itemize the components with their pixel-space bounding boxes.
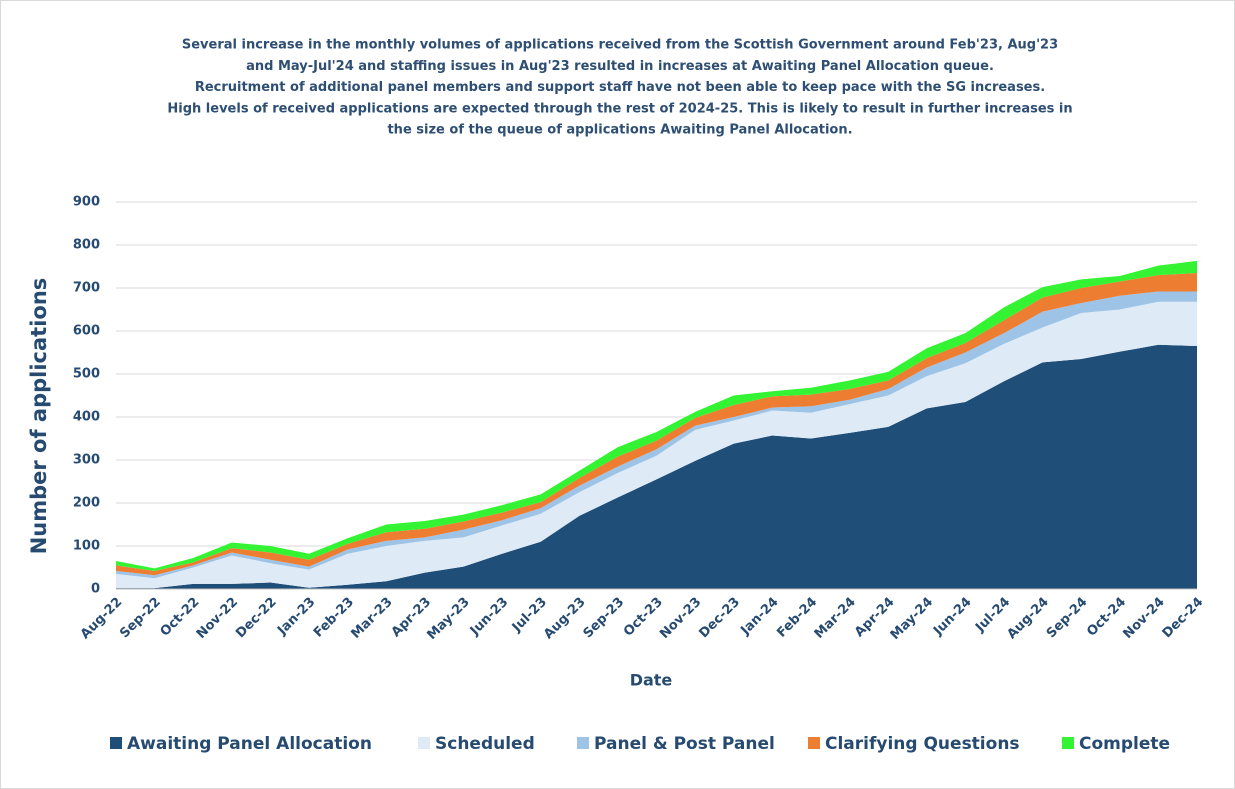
chart-title: High levels of received applications are… [167,101,1072,116]
y-tick-label: 400 [73,410,100,425]
chart-title: the size of the queue of applications Aw… [387,123,852,138]
y-axis-label: Number of applications [27,278,51,555]
y-tick-label: 200 [73,496,100,511]
y-tick-label: 100 [73,539,100,554]
y-tick-label: 900 [73,195,100,210]
legend-label: Complete [1079,734,1170,754]
y-tick-label: 0 [91,582,100,597]
x-axis-label: Date [630,671,673,690]
legend-label: Panel & Post Panel [594,734,775,754]
legend-swatch [418,737,430,749]
y-tick-label: 700 [73,281,100,296]
y-tick-label: 800 [73,238,100,253]
area [116,301,1197,589]
y-tick-label: 600 [73,324,100,339]
legend-swatch [110,737,122,749]
chart-title: Recruitment of additional panel members … [195,80,1045,95]
y-tick-label: 300 [73,453,100,468]
legend-label: Scheduled [435,734,535,754]
chart-title: and May-Jul'24 and staffing issues in Au… [246,59,994,74]
legend-swatch [808,737,820,749]
y-tick-label: 500 [73,367,100,382]
area [116,344,1197,589]
chart-title: Several increase in the monthly volumes … [182,38,1058,53]
legend-label: Clarifying Questions [825,734,1020,754]
legend-label: Awaiting Panel Allocation [127,734,372,754]
legend-swatch [577,737,589,749]
legend-swatch [1062,737,1074,749]
